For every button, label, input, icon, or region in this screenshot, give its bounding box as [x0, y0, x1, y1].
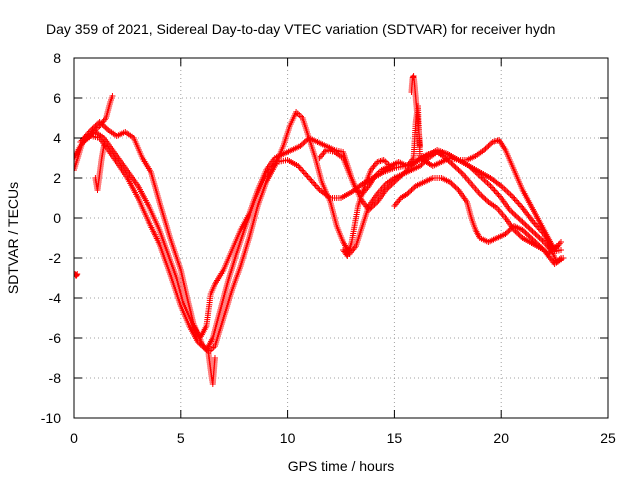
y-axis-label: SDTVAR / TECUs: [5, 182, 21, 294]
point-markers: [391, 175, 560, 257]
x-tick-label: 5: [177, 430, 185, 446]
point-markers: [205, 351, 218, 387]
point-markers: [77, 109, 565, 355]
y-tick-label: -8: [49, 370, 62, 386]
x-tick-label: 0: [70, 430, 78, 446]
point-markers: [340, 157, 394, 259]
axis-ticks: [73, 57, 609, 419]
y-tick-label: 2: [53, 170, 61, 186]
data-points: [74, 73, 567, 387]
point-markers: [92, 143, 107, 193]
point-markers: [408, 73, 424, 149]
x-axis-label: GPS time / hours: [288, 458, 395, 474]
series-track-6: [408, 73, 424, 149]
x-tick-label: 25: [600, 430, 616, 446]
series-track-3: [77, 109, 565, 355]
chart-title: Day 359 of 2021, Sidereal Day-to-day VTE…: [46, 21, 555, 37]
series-track-9: [92, 143, 107, 193]
y-tick-labels: -10 -8 -6 -4 -2 0 2 4 6 8: [41, 50, 61, 426]
x-tick-label: 10: [280, 430, 296, 446]
y-tick-label: 0: [53, 210, 61, 226]
y-tick-label: -2: [49, 250, 62, 266]
series-track-10: [205, 351, 218, 387]
x-tick-labels: 0 5 10 15 20 25: [70, 430, 616, 446]
point-markers: [74, 271, 81, 279]
series-track-8: [340, 157, 394, 259]
y-tick-label: 6: [53, 90, 61, 106]
series-track-11: [74, 271, 81, 279]
series-track-7: [391, 175, 560, 257]
y-tick-label: -10: [41, 410, 61, 426]
y-tick-label: 8: [53, 50, 61, 66]
y-tick-label: 4: [53, 130, 61, 146]
plot-frame: [73, 57, 609, 419]
y-tick-label: -6: [49, 330, 62, 346]
x-tick-label: 20: [493, 430, 509, 446]
y-tick-label: -4: [49, 290, 62, 306]
x-tick-label: 15: [387, 430, 403, 446]
